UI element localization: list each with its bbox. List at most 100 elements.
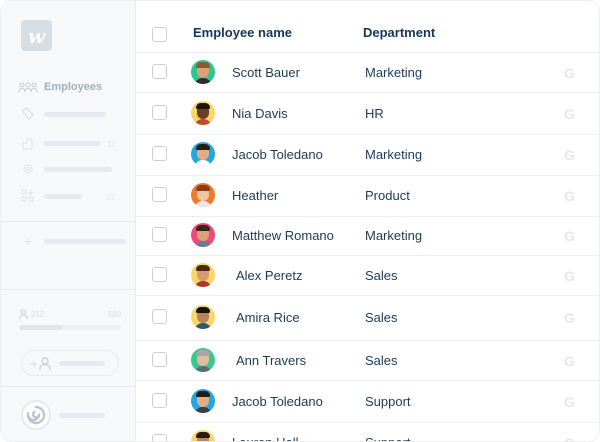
tag-icon — [18, 106, 38, 122]
avatar — [191, 388, 215, 413]
row-checkbox[interactable] — [152, 104, 167, 120]
google-g-icon: G — [564, 310, 575, 326]
placeholder-label — [44, 140, 100, 146]
seats-progress-bar — [19, 325, 121, 330]
plus-icon: + — [23, 233, 33, 249]
column-header-name[interactable]: Employee name — [193, 25, 292, 40]
row-checkbox[interactable] — [152, 146, 167, 161]
avatar — [191, 429, 215, 441]
avatar — [191, 142, 215, 166]
settings-icon — [18, 161, 38, 177]
placeholder-label — [44, 166, 112, 172]
employee-department: Product — [365, 188, 410, 203]
sidebar-item-3[interactable] — [18, 134, 100, 152]
row-checkbox[interactable] — [152, 187, 167, 202]
app-logo[interactable]: w — [21, 20, 52, 51]
sidebar-item-label: Employees — [44, 81, 103, 93]
apps-icon — [18, 188, 38, 204]
sidebar-item-employees[interactable]: Employees — [18, 78, 102, 96]
row-checkbox[interactable] — [152, 392, 167, 408]
placeholder-label — [58, 360, 105, 366]
google-g-icon: G — [564, 352, 575, 369]
row-checkbox[interactable] — [152, 63, 167, 79]
employee-department: Marketing — [365, 147, 423, 162]
sidebar-divider — [1, 289, 135, 290]
table-row[interactable]: Jacob Toledano Marketing G — [136, 135, 599, 176]
people-icon — [18, 79, 38, 95]
placeholder-label — [59, 412, 105, 418]
employee-table: Employee name Department Scott Bauer Mark… — [136, 1, 599, 441]
avatar — [191, 183, 215, 207]
avatar — [191, 262, 215, 287]
seats-usage: 212 580 — [19, 309, 121, 330]
table-row[interactable]: Alex Peretz Sales G — [136, 256, 599, 296]
table-row[interactable]: Scott Bauer Marketing G — [136, 53, 599, 93]
table-row[interactable]: Jacob Toledano Support G — [136, 381, 599, 423]
avatar — [191, 59, 215, 84]
row-checkbox[interactable] — [152, 309, 167, 324]
sidebar-item-2[interactable] — [18, 105, 106, 123]
add-user-icon — [38, 356, 51, 370]
employee-name: Jacob Toledano — [232, 393, 323, 409]
table-row[interactable]: Lauren Hall Support G — [136, 423, 599, 442]
employee-name: Nia Davis — [232, 105, 288, 121]
building-icon — [18, 135, 38, 151]
employee-name: Matthew Romano — [232, 228, 334, 243]
seats-used: 212 — [31, 309, 45, 319]
employee-department: Support — [365, 393, 411, 409]
select-all-checkbox[interactable] — [152, 27, 167, 42]
table-row[interactable]: Heather Product G — [136, 176, 599, 217]
employee-department: Support — [365, 434, 411, 442]
employee-name: Scott Bauer — [232, 64, 300, 80]
column-header-department[interactable]: Department — [363, 25, 436, 40]
logo-letter: w — [27, 23, 46, 48]
table-row[interactable]: Matthew Romano Marketing G — [136, 217, 599, 256]
invite-user-button[interactable]: + — [21, 350, 119, 376]
user-icon — [19, 309, 28, 319]
employee-name: Amira Rice — [236, 310, 300, 325]
avatar — [191, 100, 215, 125]
placeholder-label — [44, 193, 82, 199]
employee-name: Lauren Hall — [232, 434, 299, 442]
placeholder-label — [44, 238, 126, 244]
google-g-icon: G — [564, 64, 575, 81]
employee-name: Heather — [232, 188, 279, 203]
table-row[interactable]: Ann Travers Sales G — [136, 341, 599, 381]
row-checkbox[interactable] — [152, 227, 167, 242]
row-checkbox[interactable] — [152, 433, 167, 441]
seats-total: 580 — [107, 309, 121, 319]
google-g-icon: G — [564, 267, 575, 284]
sidebar-count: 22 — [106, 193, 115, 202]
google-g-icon: G — [564, 228, 575, 244]
employee-name: Jacob Toledano — [232, 147, 323, 162]
swirl-logo-icon — [21, 400, 51, 430]
sidebar-item-5[interactable] — [18, 187, 82, 205]
google-g-icon: G — [564, 188, 575, 204]
sidebar-divider — [1, 221, 135, 222]
avatar — [191, 347, 215, 372]
google-g-icon: G — [564, 105, 575, 122]
google-g-icon: G — [564, 147, 575, 163]
account-switcher[interactable] — [21, 400, 105, 430]
google-g-icon: G — [564, 435, 575, 442]
employee-department: Sales — [365, 310, 398, 325]
avatar — [191, 223, 215, 247]
table-row[interactable]: Nia Davis HR G — [136, 93, 599, 135]
employee-department: Marketing — [365, 228, 423, 243]
employee-name: Alex Peretz — [236, 267, 303, 283]
plus-icon: + — [30, 355, 38, 371]
row-checkbox[interactable] — [152, 351, 167, 367]
sidebar-count: 11 — [106, 140, 115, 149]
row-checkbox[interactable] — [152, 266, 167, 282]
employee-department: Sales — [365, 352, 398, 368]
employee-department: HR — [365, 105, 384, 121]
avatar — [191, 305, 215, 329]
table-header: Employee name Department — [136, 1, 599, 53]
sidebar-item-4[interactable] — [18, 160, 112, 178]
sidebar-divider — [1, 386, 135, 387]
table-row[interactable]: Amira Rice Sales G — [136, 296, 599, 341]
placeholder-label — [44, 111, 106, 117]
sidebar: w Employees 11 — [1, 1, 136, 441]
add-sidebar-item-button[interactable]: + — [18, 232, 126, 250]
